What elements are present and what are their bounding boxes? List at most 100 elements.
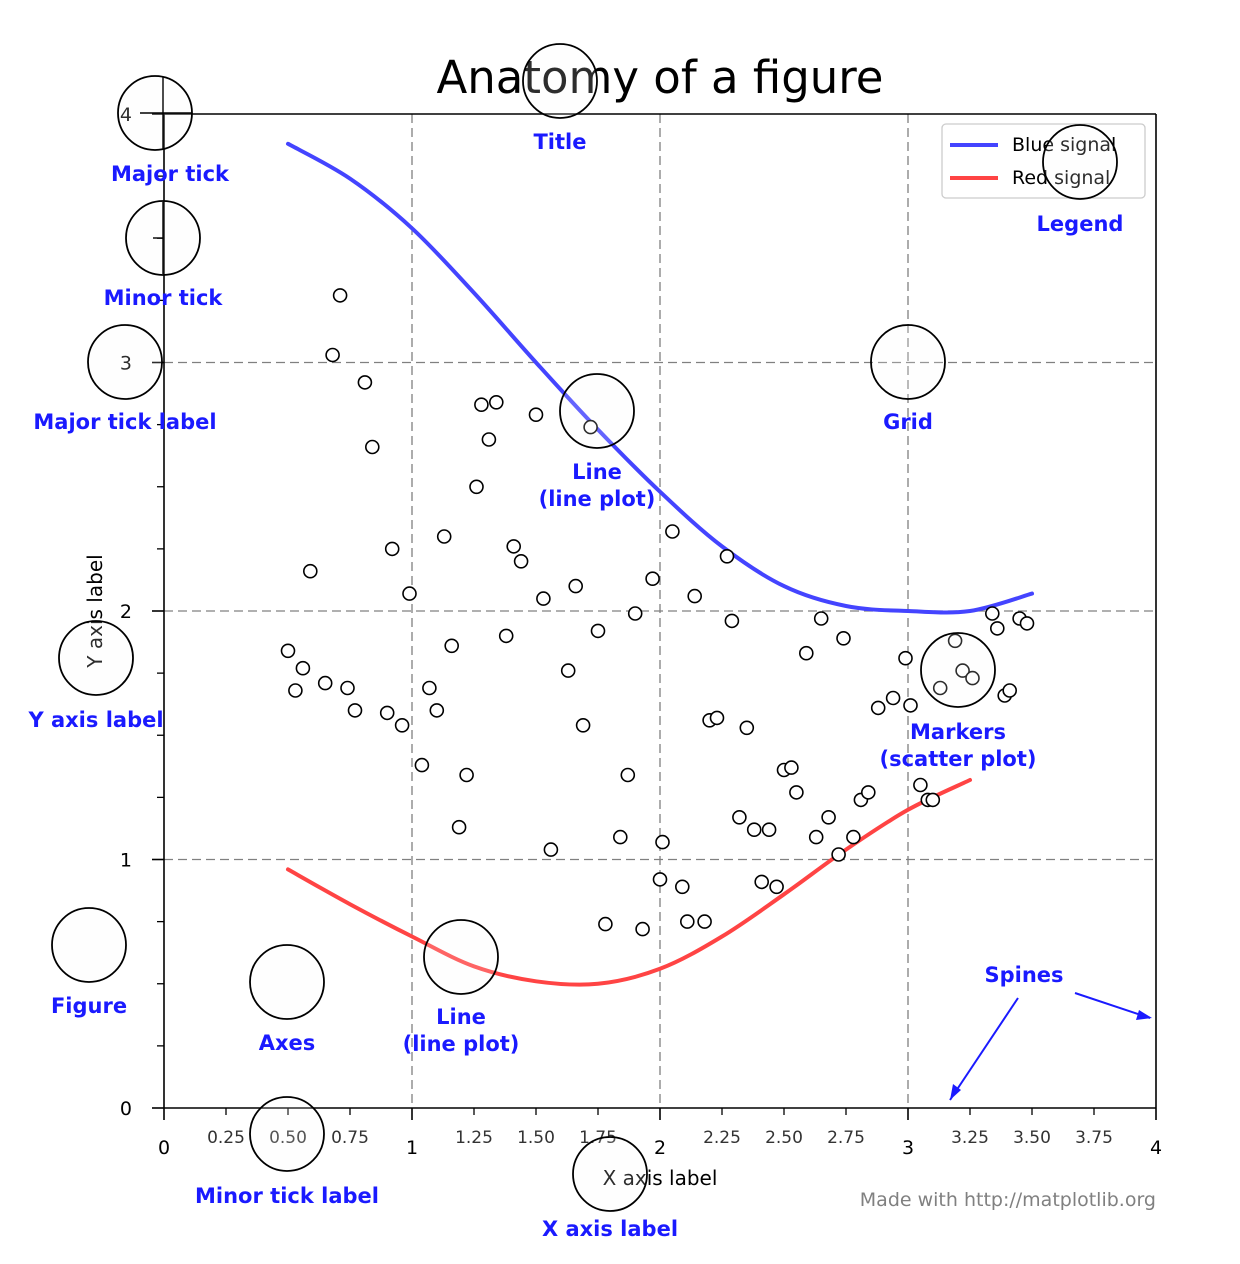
minor-tick-label-x-6: 2.25 xyxy=(703,1128,741,1148)
legend-label-blue: Blue signal xyxy=(1012,134,1116,156)
scatter-point-55 xyxy=(739,720,755,736)
minor-tick-label-x-4: 1.50 xyxy=(517,1128,555,1148)
scatter-point-11 xyxy=(340,680,355,696)
scatter-point-21 xyxy=(459,767,474,783)
scatter-point-63 xyxy=(798,645,814,661)
scatter-point-43 xyxy=(652,872,668,887)
annotation-label-7-0: X axis label xyxy=(542,1217,678,1241)
annotation-label-8-0: Title xyxy=(533,130,586,154)
scatter-point-65 xyxy=(813,611,829,626)
annotation-label-10-0: Line xyxy=(436,1005,486,1029)
minor-tick-label-x-0: 0.25 xyxy=(207,1128,245,1148)
minor-tick-label-x-9: 3.25 xyxy=(951,1128,989,1148)
annotation-label-13-1: (scatter plot) xyxy=(880,747,1037,771)
scatter-point-78 xyxy=(925,792,941,808)
scatter-point-14 xyxy=(394,717,410,733)
scatter-point-59 xyxy=(769,879,784,895)
scatter-point-31 xyxy=(543,842,559,857)
scatter-point-88 xyxy=(989,621,1005,636)
scatter-point-74 xyxy=(898,650,913,666)
annotation-label-14-0: Spines xyxy=(984,963,1063,987)
scatter-point-7 xyxy=(280,643,296,659)
major-tick-label-x-3: 3 xyxy=(902,1137,914,1159)
scatter-plot xyxy=(280,288,1035,937)
scatter-point-19 xyxy=(444,638,460,654)
scatter-point-24 xyxy=(481,432,497,447)
scatter-point-51 xyxy=(709,710,725,726)
major-tick-label-y-0: 0 xyxy=(120,1098,132,1120)
scatter-point-67 xyxy=(831,847,846,862)
scatter-point-61 xyxy=(784,760,799,775)
scatter-point-48 xyxy=(687,588,703,604)
scatter-point-53 xyxy=(724,613,740,629)
annotation-label-3-0: Y axis label xyxy=(27,708,163,732)
scatter-point-40 xyxy=(627,606,643,621)
major-tick-label-x-4: 4 xyxy=(1150,1137,1162,1159)
major-tick-label-x-1: 1 xyxy=(406,1137,418,1159)
scatter-point-33 xyxy=(568,578,584,594)
scatter-point-68 xyxy=(836,630,851,646)
scatter-point-66 xyxy=(821,809,836,825)
major-tick-label-y-3: 3 xyxy=(120,353,132,375)
scatter-point-9 xyxy=(295,660,311,676)
scatter-point-36 xyxy=(590,623,606,639)
annotation-circle-13 xyxy=(920,632,996,708)
scatter-point-85 xyxy=(1002,683,1018,698)
minor-tick-label-x-1: 0.50 xyxy=(269,1128,307,1148)
scatter-point-1 xyxy=(325,347,340,363)
scatter-point-44 xyxy=(655,834,670,850)
y-axis-label: Y axis label xyxy=(83,554,107,668)
annotation-circle-11 xyxy=(870,324,946,400)
credit-text: Made with http://matplotlib.org xyxy=(860,1189,1156,1211)
minor-tick-label-x-8: 2.75 xyxy=(827,1128,865,1148)
scatter-point-12 xyxy=(347,703,363,718)
scatter-point-27 xyxy=(506,539,522,554)
annotation-circle-10 xyxy=(423,919,499,995)
scatter-point-5 xyxy=(402,586,417,601)
scatter-point-34 xyxy=(575,717,591,733)
scatter-point-18 xyxy=(436,529,452,544)
scatter-point-0 xyxy=(332,288,348,303)
minor-tick-label-x-3: 1.25 xyxy=(455,1128,493,1148)
scatter-point-75 xyxy=(903,698,918,713)
scatter-point-76 xyxy=(913,777,928,793)
annotation-label-6-0: Minor tick label xyxy=(195,1184,379,1208)
scatter-point-64 xyxy=(808,829,824,845)
scatter-point-10 xyxy=(317,675,333,691)
scatter-point-39 xyxy=(620,767,636,783)
spines-arrow-right-head xyxy=(1136,1010,1152,1020)
scatter-point-20 xyxy=(451,819,467,835)
scatter-point-80 xyxy=(947,633,963,649)
major-tick-label-y-4: 4 xyxy=(120,104,132,126)
scatter-point-23 xyxy=(474,397,489,413)
x-axis-label: X axis label xyxy=(603,1166,718,1190)
scatter-point-25 xyxy=(488,394,504,410)
scatter-point-30 xyxy=(536,591,551,606)
scatter-point-13 xyxy=(379,705,395,721)
series-line-0 xyxy=(286,141,1034,615)
annotation-label-4-0: Figure xyxy=(51,994,127,1018)
major-tick-label-y-1: 1 xyxy=(120,850,132,872)
annotation-label-1-0: Minor tick xyxy=(104,286,224,310)
annotations: Major tick Minor tick Major tick label Y ax… xyxy=(27,43,1123,1241)
scatter-point-37 xyxy=(598,916,613,932)
scatter-point-58 xyxy=(761,822,777,838)
scatter-point-57 xyxy=(754,874,770,890)
scatter-point-35 xyxy=(583,419,598,435)
minor-tick-label-x-10: 3.50 xyxy=(1013,1128,1051,1148)
legend-label-red: Red signal xyxy=(1012,167,1110,189)
scatter-point-42 xyxy=(645,571,660,587)
scatter-point-6 xyxy=(302,563,318,579)
spines-arrow-bottom-head xyxy=(950,1084,961,1100)
scatter-point-82 xyxy=(965,670,980,686)
scatter-point-79 xyxy=(932,680,948,696)
scatter-point-32 xyxy=(560,663,576,678)
scatter-point-69 xyxy=(846,829,861,845)
annotation-label-13-0: Markers xyxy=(910,720,1006,744)
scatter-point-15 xyxy=(414,757,430,773)
scatter-point-81 xyxy=(955,663,970,678)
major-tick-label-x-0: 0 xyxy=(158,1137,170,1159)
spines-arrow-bottom xyxy=(949,997,1019,1101)
